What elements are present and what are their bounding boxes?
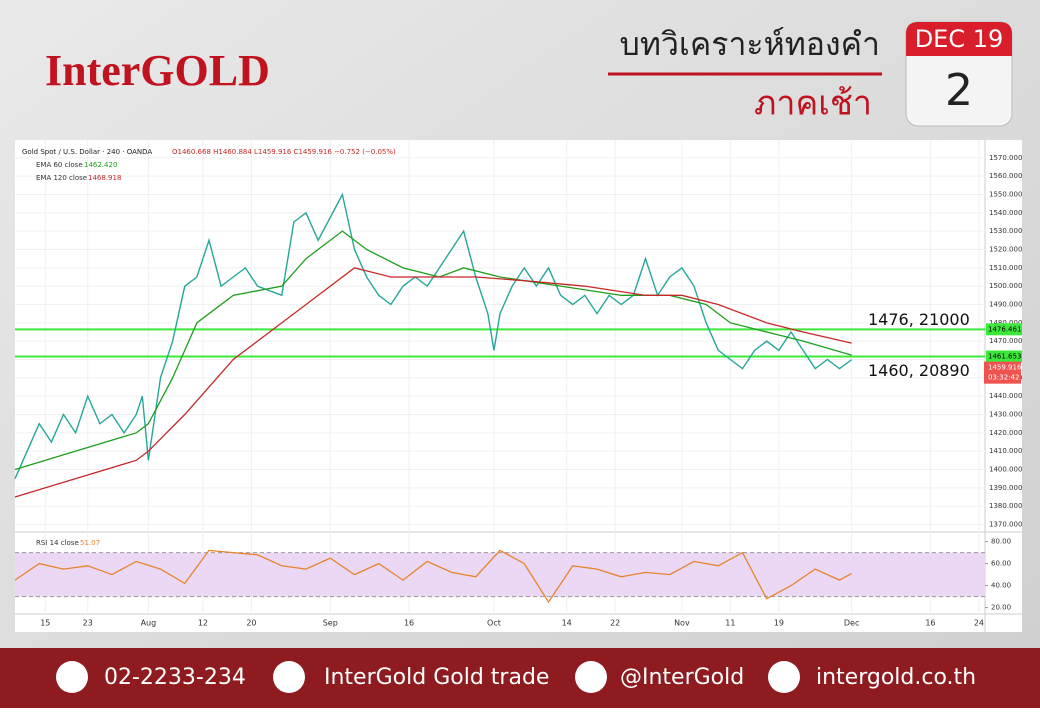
y-tick-label: 1420.000 (989, 429, 1022, 437)
footer-icon (56, 661, 88, 693)
legend-name: EMA 120 close (36, 174, 87, 182)
x-tick-label: 16 (925, 619, 935, 628)
price-tag (984, 361, 1021, 384)
footer-text: intergold.co.th (816, 665, 976, 690)
y-tick-label: 20.00 (991, 604, 1011, 612)
x-tick-label: Oct (487, 619, 501, 628)
footer-text: 02-2233-234 (104, 665, 246, 690)
x-tick-label: 22 (610, 619, 620, 628)
title: บทวิเคราะห์ทองคำ (620, 25, 880, 63)
footer-text: InterGold Gold trade (324, 665, 549, 690)
y-tick-label: 1530.000 (989, 227, 1022, 235)
ohlc: O1460.668 H1460.884 L1459.916 C1459.916 … (172, 148, 396, 156)
y-tick-label: 80.00 (991, 538, 1011, 546)
y-tick-label: 1570.000 (989, 154, 1022, 162)
y-tick-label: 1390.000 (989, 484, 1022, 492)
y-tick-label: 1480.000 (989, 319, 1022, 327)
level-value: 1476.461 (988, 325, 1021, 333)
x-tick-label: 12 (198, 619, 208, 628)
date-day: 2 (945, 65, 973, 116)
x-tick-label: Nov (674, 619, 690, 628)
x-tick-label: 15 (40, 619, 50, 628)
x-tick-label: 19 (774, 619, 784, 628)
y-tick-label: 1400.000 (989, 466, 1022, 474)
y-tick-label: 1560.000 (989, 172, 1022, 180)
y-tick-label: 1440.000 (989, 392, 1022, 400)
level-note: 1460, 20890 (868, 361, 970, 380)
level-note: 1476, 21000 (868, 310, 970, 329)
x-tick-label: Sep (323, 619, 338, 628)
y-tick-label: 1380.000 (989, 502, 1022, 510)
series-line (14, 230, 852, 471)
y-tick-label: 60.00 (991, 560, 1011, 568)
y-tick-label: 1510.000 (989, 264, 1022, 272)
y-tick-label: 1370.000 (989, 521, 1022, 529)
y-tick-label: 1520.000 (989, 246, 1022, 254)
price-tag-value: 1459.916 (988, 364, 1022, 372)
x-tick-label: Dec (844, 619, 859, 628)
x-tick-label: Aug (141, 619, 157, 628)
subtitle: ภาคเช้า (754, 84, 872, 124)
x-tick-label: 14 (562, 619, 572, 628)
y-tick-label: 1430.000 (989, 411, 1022, 419)
y-tick-label: 1540.000 (989, 209, 1022, 217)
y-tick-label: 40.00 (991, 582, 1011, 590)
legend-name: EMA 60 close (36, 161, 83, 169)
x-tick-label: 16 (404, 619, 414, 628)
level-tag (986, 323, 1022, 336)
chart-title: Gold Spot / U.S. Dollar · 240 · OANDA (22, 148, 152, 156)
x-tick-label: 11 (725, 619, 735, 628)
footer-icon (575, 661, 607, 693)
date-badge-top (906, 22, 1012, 56)
level-value: 1461.653 (988, 352, 1021, 360)
footer-text: @InterGold (620, 665, 744, 690)
rsi-title: RSI 14 close (36, 539, 79, 547)
y-tick-label: 1410.000 (989, 447, 1022, 455)
footer (0, 648, 1040, 708)
x-tick-label: 23 (83, 619, 93, 628)
y-tick-label: 1470.000 (989, 337, 1022, 345)
countdown: 03:32:42 (988, 374, 1019, 382)
series-line (14, 192, 853, 479)
footer-icon (768, 661, 800, 693)
chart-panel (15, 140, 1022, 632)
series-line (14, 549, 852, 604)
y-tick-label: 1550.000 (989, 191, 1022, 199)
rsi-band (15, 552, 985, 597)
level-tag (986, 350, 1022, 363)
y-tick-label: 1490.000 (989, 301, 1022, 309)
series-line (14, 267, 852, 498)
y-tick-label: 1500.000 (989, 282, 1022, 290)
footer-icon (273, 661, 305, 693)
legend-value: 1468.918 (88, 174, 121, 182)
x-tick-label: 20 (246, 619, 256, 628)
date-month: DEC 19 (915, 25, 1004, 53)
footer-items: 02-2233-234 InterGold Gold trade @InterGol… (56, 661, 976, 693)
logo: InterGOLD (45, 46, 270, 95)
chart: 15 23 Aug 12 20 Sep 16 Oct 14 22 Nov 11 19 Dec 16 24 137… (14, 140, 1022, 628)
legend-value: 1462.420 (84, 161, 117, 169)
rsi-value: 51.07 (80, 539, 100, 547)
x-tick-label: 24 (974, 619, 984, 628)
